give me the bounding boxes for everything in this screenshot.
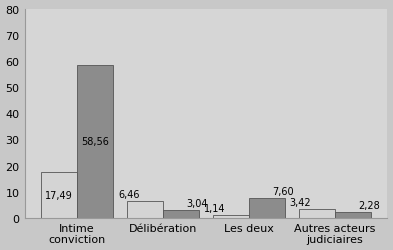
Text: 7,60: 7,60 xyxy=(272,186,294,196)
Bar xyxy=(163,210,199,218)
Text: 58,56: 58,56 xyxy=(81,137,109,147)
Text: 3,04: 3,04 xyxy=(187,198,208,208)
Bar xyxy=(335,212,371,218)
Bar xyxy=(213,215,249,218)
Bar xyxy=(249,198,285,218)
Text: 6,46: 6,46 xyxy=(118,189,140,199)
Text: 17,49: 17,49 xyxy=(45,190,73,200)
Bar xyxy=(299,209,335,218)
Bar xyxy=(127,201,163,218)
Text: 2,28: 2,28 xyxy=(358,200,380,210)
Bar xyxy=(77,66,113,218)
Text: 1,14: 1,14 xyxy=(204,203,225,213)
Text: 3,42: 3,42 xyxy=(290,197,311,207)
Bar xyxy=(41,172,77,218)
